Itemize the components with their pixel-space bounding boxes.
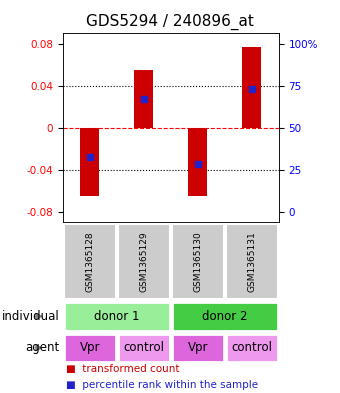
Text: GDS5294 / 240896_at: GDS5294 / 240896_at — [86, 14, 254, 30]
Bar — [172, 334, 224, 362]
Bar — [118, 334, 170, 362]
Text: ■  percentile rank within the sample: ■ percentile rank within the sample — [66, 380, 258, 390]
Bar — [134, 70, 153, 128]
Bar — [64, 224, 116, 299]
Text: GSM1365128: GSM1365128 — [85, 231, 95, 292]
Text: Vpr: Vpr — [188, 341, 208, 354]
Bar — [81, 128, 99, 196]
Bar — [118, 224, 170, 299]
Bar — [172, 224, 224, 299]
Bar — [226, 224, 278, 299]
Bar — [242, 47, 261, 128]
Bar — [64, 302, 170, 331]
Bar — [172, 302, 278, 331]
Text: donor 2: donor 2 — [202, 310, 248, 323]
Text: control: control — [123, 341, 164, 354]
Text: donor 1: donor 1 — [94, 310, 140, 323]
Text: GSM1365131: GSM1365131 — [247, 231, 256, 292]
Text: agent: agent — [25, 341, 60, 354]
Bar — [64, 334, 116, 362]
Bar — [226, 334, 278, 362]
Text: control: control — [231, 341, 272, 354]
Text: individual: individual — [2, 310, 60, 323]
Text: GSM1365130: GSM1365130 — [193, 231, 202, 292]
Text: ■  transformed count: ■ transformed count — [66, 364, 180, 375]
Bar — [188, 128, 207, 196]
Text: GSM1365129: GSM1365129 — [139, 231, 148, 292]
Text: Vpr: Vpr — [80, 341, 100, 354]
